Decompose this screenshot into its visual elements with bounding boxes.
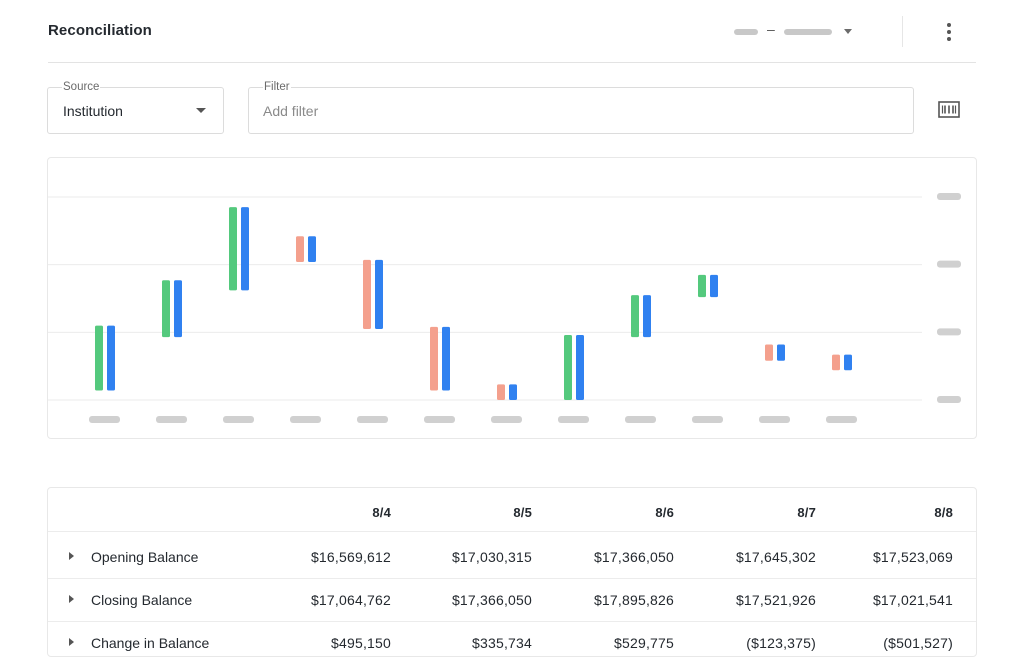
balance-bar xyxy=(308,236,316,262)
balance-bar xyxy=(375,259,383,329)
table-cell: $17,030,315 xyxy=(451,549,532,565)
table-cell: $17,366,050 xyxy=(451,592,532,608)
more-options-button[interactable] xyxy=(940,20,958,44)
table-cell: $17,645,302 xyxy=(735,549,816,565)
y-tick-placeholder xyxy=(937,396,961,403)
date-start-placeholder xyxy=(734,29,758,35)
source-select[interactable]: Source Institution xyxy=(47,81,224,134)
balance-bar xyxy=(442,326,450,391)
change-bar xyxy=(497,384,505,400)
table-cell: $16,569,612 xyxy=(310,549,391,565)
expand-row-icon[interactable] xyxy=(69,552,74,560)
x-tick-placeholder xyxy=(223,416,254,423)
x-tick-placeholder xyxy=(156,416,187,423)
change-bar xyxy=(363,259,371,329)
balance-bar xyxy=(844,354,852,371)
table-row: Closing Balance $17,064,762 $17,366,050 … xyxy=(48,578,976,622)
column-header: 8/5 xyxy=(513,505,532,520)
balance-bar xyxy=(107,325,115,391)
y-tick-placeholder xyxy=(937,193,961,200)
balance-bar xyxy=(174,280,182,338)
change-bar xyxy=(162,280,170,338)
balance-bar xyxy=(777,344,785,361)
column-header: 8/4 xyxy=(372,505,391,520)
change-bar xyxy=(832,354,840,371)
table-cell: $335,734 xyxy=(472,635,532,651)
table-cell: $17,523,069 xyxy=(872,549,953,565)
table-cell: ($501,527) xyxy=(883,635,953,651)
chevron-down-icon xyxy=(196,108,206,113)
balance-bar xyxy=(710,274,718,298)
kebab-dot-icon xyxy=(947,37,951,41)
table-cell: $17,064,762 xyxy=(310,592,391,608)
chart-card xyxy=(47,157,977,439)
table-cell: $529,775 xyxy=(614,635,674,651)
filter-field[interactable]: Filter xyxy=(248,81,914,134)
column-header: 8/8 xyxy=(934,505,953,520)
date-range-selector[interactable]: – xyxy=(734,21,864,37)
column-settings-icon[interactable] xyxy=(938,101,960,118)
table-cell: $17,521,926 xyxy=(735,592,816,608)
table-row: Change in Balance $495,150 $335,734 $529… xyxy=(48,621,976,656)
date-end-placeholder xyxy=(784,29,832,35)
x-tick-placeholder xyxy=(491,416,522,423)
x-tick-placeholder xyxy=(558,416,589,423)
balance-bar xyxy=(643,295,651,338)
header-divider xyxy=(902,16,903,47)
change-bar xyxy=(95,325,103,391)
balance-bar xyxy=(576,335,584,400)
change-bar xyxy=(631,295,639,338)
table-cell: ($123,375) xyxy=(746,635,816,651)
filter-label: Filter xyxy=(263,81,291,93)
x-tick-placeholder xyxy=(625,416,656,423)
table-header-row: 8/4 8/5 8/6 8/7 8/8 xyxy=(48,488,976,532)
table-cell: $17,366,050 xyxy=(593,549,674,565)
table-cell: $17,895,826 xyxy=(593,592,674,608)
y-tick-placeholder xyxy=(937,328,961,336)
column-header: 8/6 xyxy=(655,505,674,520)
row-label: Closing Balance xyxy=(91,592,193,608)
source-label: Source xyxy=(62,81,101,93)
chevron-down-icon xyxy=(844,29,852,34)
kebab-dot-icon xyxy=(947,30,951,34)
date-range-separator: – xyxy=(767,21,775,37)
expand-row-icon[interactable] xyxy=(69,638,74,646)
page-header: Reconciliation – xyxy=(0,0,1024,63)
x-tick-placeholder xyxy=(424,416,455,423)
change-bar xyxy=(296,236,304,262)
filter-input[interactable] xyxy=(263,100,883,122)
page-title: Reconciliation xyxy=(48,22,152,39)
x-tick-placeholder xyxy=(89,416,120,423)
x-tick-placeholder xyxy=(759,416,790,423)
row-label: Opening Balance xyxy=(91,549,199,565)
table-cell: $17,021,541 xyxy=(872,592,953,608)
data-table: 8/4 8/5 8/6 8/7 8/8 Opening Balance $16,… xyxy=(47,487,977,657)
x-tick-placeholder xyxy=(357,416,388,423)
kebab-dot-icon xyxy=(947,23,951,27)
balance-chart xyxy=(48,193,961,423)
y-tick-placeholder xyxy=(937,260,961,268)
change-bar xyxy=(430,326,438,391)
change-bar xyxy=(564,335,572,400)
change-bar xyxy=(698,274,706,298)
table-cell: $495,150 xyxy=(331,635,391,651)
change-bar xyxy=(765,344,773,361)
change-bar xyxy=(229,207,237,291)
expand-row-icon[interactable] xyxy=(69,595,74,603)
x-tick-placeholder xyxy=(290,416,321,423)
header-divider-line xyxy=(48,62,976,63)
table-row: Opening Balance $16,569,612 $17,030,315 … xyxy=(48,535,976,579)
balance-bar xyxy=(509,384,517,400)
column-header: 8/7 xyxy=(797,505,816,520)
row-label: Change in Balance xyxy=(91,635,210,651)
source-value: Institution xyxy=(63,103,123,119)
x-tick-placeholder xyxy=(692,416,723,423)
balance-bar xyxy=(241,207,249,291)
x-tick-placeholder xyxy=(826,416,857,423)
